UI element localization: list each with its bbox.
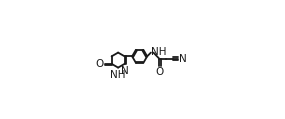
Text: O: O — [96, 59, 104, 69]
Text: O: O — [155, 67, 163, 77]
Text: N: N — [179, 54, 187, 64]
Text: NH: NH — [110, 70, 125, 80]
Text: NH: NH — [151, 47, 167, 57]
Text: N: N — [121, 65, 129, 75]
